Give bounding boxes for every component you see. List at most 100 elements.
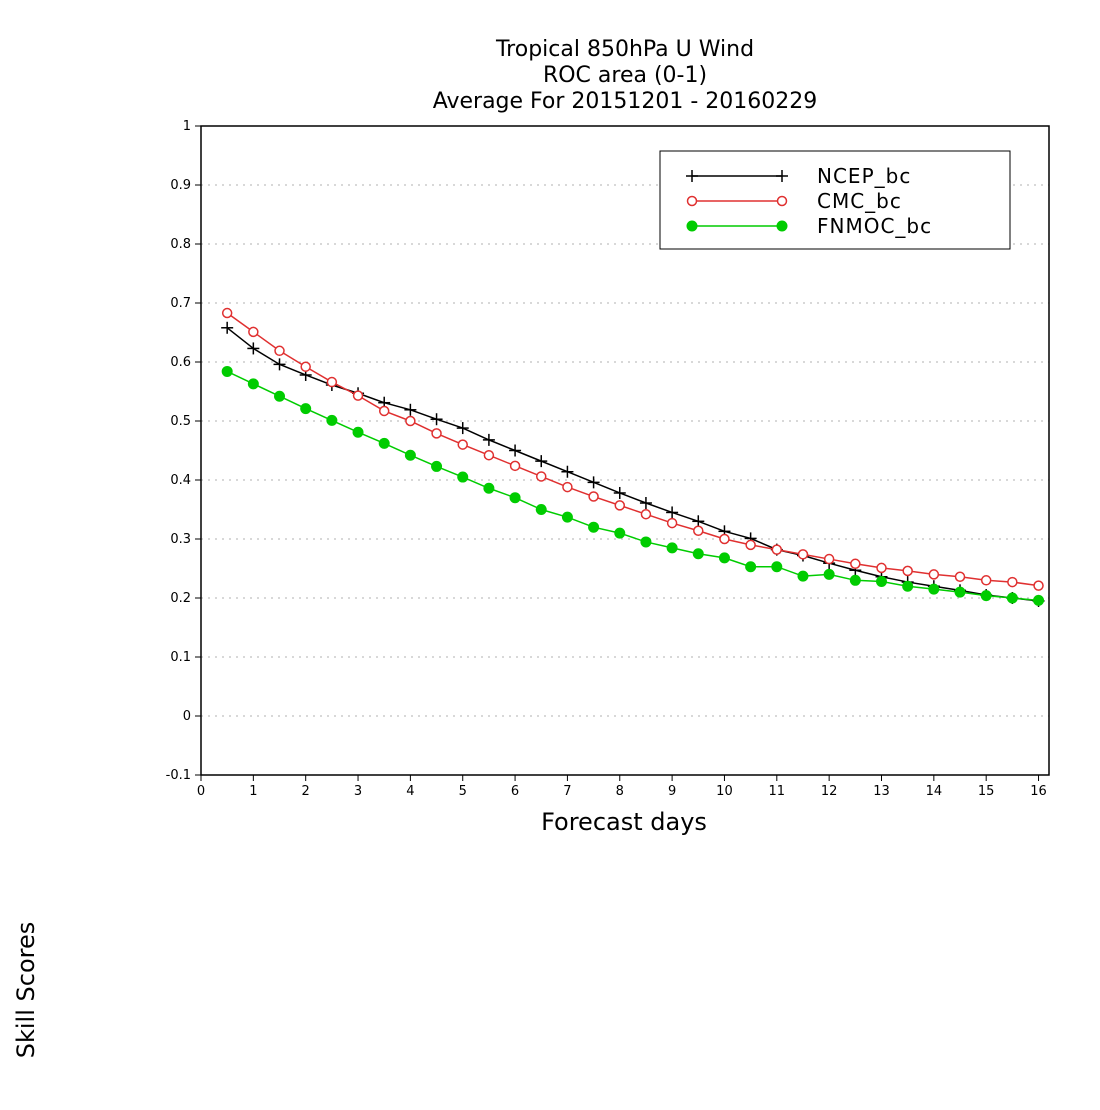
data-point: [693, 525, 704, 536]
data-point: [850, 558, 861, 570]
legend-marker: [686, 220, 698, 232]
data-point: [457, 471, 469, 483]
y-tick-label: 0.2: [170, 591, 191, 606]
legend-marker: [776, 170, 788, 182]
legend-item: NCEP_bc: [686, 164, 911, 188]
data-point: [954, 571, 966, 583]
data-point: [457, 439, 468, 450]
x-tick-label: 0: [197, 784, 205, 799]
x-tick-label: 5: [459, 784, 467, 799]
data-point: [588, 491, 599, 502]
x-tick-label: 4: [406, 784, 414, 799]
x-tick-label: 1: [249, 784, 257, 799]
x-tick-label: 16: [1030, 784, 1047, 799]
data-point: [1033, 594, 1045, 606]
data-point: [431, 428, 442, 439]
data-point: [1007, 576, 1018, 588]
data-point: [587, 476, 600, 489]
data-point: [666, 517, 678, 529]
data-point: [483, 482, 495, 494]
series-cmc-bc: [221, 307, 1044, 591]
x-tick-label: 6: [511, 784, 519, 799]
x-tick-label: 7: [563, 784, 571, 799]
y-axis-label: Skill Scores: [12, 921, 40, 1059]
data-point: [1033, 580, 1044, 591]
x-tick-label: 10: [716, 784, 733, 799]
data-point: [404, 449, 416, 461]
legend-item: FNMOC_bc: [686, 214, 932, 238]
y-tick-label: 0.5: [170, 414, 191, 429]
data-point: [980, 575, 992, 586]
data-point: [639, 497, 652, 510]
data-point: [221, 307, 233, 319]
data-point: [902, 565, 913, 577]
x-axis-label: Forecast days: [541, 808, 707, 836]
x-tick-label: 14: [926, 784, 943, 799]
data-point: [771, 561, 783, 573]
data-point: [980, 590, 992, 602]
data-point: [405, 415, 416, 427]
legend-label: FNMOC_bc: [817, 214, 932, 238]
plot-frame: [200, 125, 1050, 776]
data-point: [823, 553, 835, 565]
data-point: [719, 533, 730, 545]
data-point: [640, 508, 652, 520]
data-point: [482, 433, 495, 446]
data-point: [378, 437, 390, 449]
data-point: [745, 561, 757, 573]
data-point: [797, 549, 809, 560]
data-point: [300, 361, 311, 372]
y-tick-label: -0.1: [166, 768, 191, 783]
data-point: [928, 583, 940, 595]
data-point: [745, 539, 756, 551]
data-point: [718, 552, 730, 564]
data-point: [221, 321, 234, 334]
data-point: [274, 390, 286, 402]
x-tick-label: 8: [616, 784, 624, 799]
data-point: [613, 486, 626, 499]
data-point: [876, 562, 887, 574]
data-point: [928, 569, 940, 580]
x-tick-label: 3: [354, 784, 362, 799]
data-point: [535, 455, 548, 468]
data-point: [666, 542, 678, 554]
y-tick-label: 0.8: [170, 237, 191, 252]
chart-title-line-3: Average For 20151201 - 20160229: [432, 89, 818, 114]
legend-item: CMC_bc: [686, 189, 901, 213]
data-point: [902, 580, 914, 592]
data-point: [771, 544, 783, 555]
data-point: [875, 575, 887, 587]
data-point: [849, 574, 861, 586]
legend-marker: [776, 195, 788, 207]
y-tick-label: 0.7: [170, 296, 191, 311]
data-point: [588, 521, 600, 533]
x-tick-label: 2: [302, 784, 310, 799]
data-point: [248, 326, 259, 338]
data-point: [823, 568, 835, 580]
chart-title-line-1: Tropical 850hPa U Wind: [495, 37, 755, 62]
series-line: [226, 370, 1039, 602]
plot-area: -0.100.10.20.30.40.50.60.70.80.910 1 2 3 4 5 6…: [166, 119, 1050, 799]
data-point: [561, 465, 574, 478]
data-point: [456, 422, 469, 435]
data-point: [247, 378, 259, 390]
y-tick-label: 0.6: [170, 355, 191, 370]
legend-label: NCEP_bc: [817, 164, 911, 188]
data-point: [378, 405, 390, 417]
y-tick-label: 0.4: [170, 473, 191, 488]
x-tick-label: 9: [668, 784, 676, 799]
y-tick-label: 0.3: [170, 532, 191, 547]
data-point: [797, 570, 809, 582]
x-tick-label: 12: [821, 784, 838, 799]
series-fnmoc-bc: [221, 365, 1045, 606]
data-point: [326, 414, 338, 426]
legend-marker: [686, 170, 698, 182]
data-point: [535, 504, 547, 515]
data-point: [509, 460, 521, 472]
data-point: [535, 471, 547, 482]
legend-marker: [686, 195, 698, 207]
data-point: [273, 358, 286, 371]
data-point: [352, 426, 364, 438]
x-tick-label: 15: [978, 784, 995, 799]
